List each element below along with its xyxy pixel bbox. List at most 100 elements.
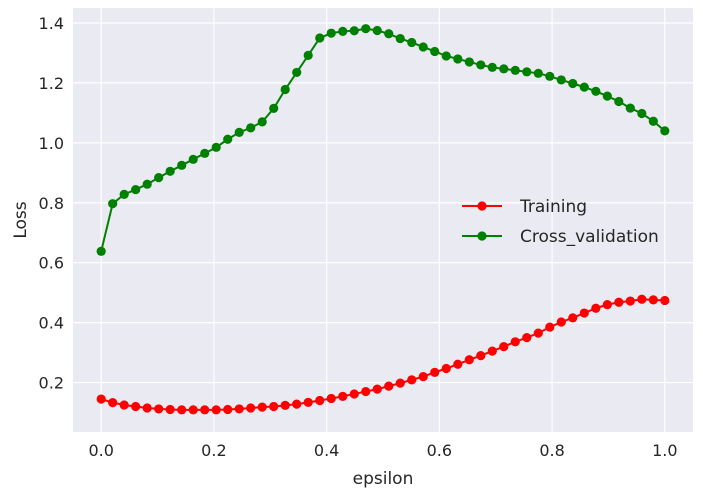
data-point [303, 397, 313, 407]
data-point [108, 398, 118, 408]
data-point [441, 363, 451, 374]
x-axis-title: epsilon [353, 469, 414, 489]
data-point [200, 405, 210, 415]
legend-label: Cross_validation [520, 227, 659, 247]
data-point [349, 26, 359, 36]
data-point [395, 33, 405, 44]
data-point [556, 75, 566, 85]
data-point [338, 391, 348, 401]
data-point [108, 199, 118, 209]
data-point [430, 367, 440, 377]
y-tick-label: 0.8 [39, 194, 64, 213]
data-point [533, 68, 543, 78]
y-tick-label: 0.4 [39, 314, 64, 333]
data-point [476, 60, 486, 70]
series-cross_validation [96, 24, 670, 256]
data-point [522, 67, 532, 77]
data-point [326, 393, 336, 404]
data-point [223, 404, 233, 415]
data-point [441, 51, 451, 61]
data-point [361, 386, 371, 397]
data-point [131, 184, 141, 195]
data-point [464, 57, 474, 67]
data-point [119, 400, 129, 410]
data-point [257, 402, 267, 412]
data-point [545, 322, 555, 332]
data-point [200, 148, 210, 158]
data-point [292, 399, 302, 409]
data-point [142, 179, 152, 189]
data-point [165, 166, 175, 176]
legend-item: Training [462, 197, 587, 217]
data-point [499, 64, 509, 74]
data-point [453, 359, 463, 369]
data-point [177, 405, 187, 415]
y-tick-label: 1.4 [39, 14, 64, 33]
data-point [372, 25, 382, 36]
data-point [280, 84, 290, 95]
data-point [648, 295, 658, 305]
data-point [303, 50, 313, 60]
series-lines [96, 24, 670, 415]
y-tick-label: 0.6 [39, 254, 64, 273]
data-point [487, 62, 497, 72]
data-point [568, 78, 578, 89]
data-point [418, 42, 428, 52]
data-point [269, 401, 279, 412]
x-tick-label: 0.0 [88, 441, 113, 460]
x-tick-label: 0.6 [427, 441, 452, 460]
data-point [211, 405, 221, 415]
data-point [533, 328, 543, 338]
data-point [625, 296, 635, 306]
data-point [131, 401, 141, 412]
legend-swatch-marker [477, 231, 487, 241]
data-point [246, 403, 256, 413]
data-point [119, 189, 129, 199]
data-point [648, 116, 658, 126]
plot-background [73, 8, 693, 432]
data-point [637, 294, 647, 304]
data-point [384, 29, 394, 39]
y-axis-ticks: 0.2 0.4 0.6 0.8 1.0 1.2 1.4 [39, 14, 64, 393]
data-point [315, 33, 325, 43]
data-point [407, 37, 417, 48]
data-point [326, 28, 336, 38]
data-point [188, 405, 198, 415]
grid [73, 8, 693, 432]
legend: Training Cross_validation [462, 197, 659, 247]
data-point [349, 389, 359, 399]
legend-item: Cross_validation [462, 227, 659, 247]
data-point [510, 65, 520, 75]
data-point [476, 350, 486, 361]
data-point [591, 303, 601, 313]
y-axis-title: Loss [11, 201, 31, 238]
data-point [246, 123, 256, 133]
data-point [280, 400, 290, 410]
data-point [234, 127, 244, 137]
legend-label: Training [519, 197, 587, 217]
data-point [315, 395, 325, 406]
data-point [430, 46, 440, 57]
y-tick-label: 1.2 [39, 74, 64, 93]
data-point [579, 82, 589, 92]
data-point [142, 403, 152, 413]
series-training [96, 294, 670, 415]
data-point [499, 342, 509, 352]
data-point [556, 317, 566, 327]
legend-swatch-marker [477, 201, 487, 211]
data-point [660, 126, 670, 136]
data-point [418, 371, 428, 382]
data-point [384, 381, 394, 391]
data-point [338, 26, 348, 36]
data-point [614, 297, 624, 307]
x-axis-ticks: 0.0 0.2 0.4 0.6 0.8 1.0 [88, 441, 677, 460]
data-point [223, 134, 233, 144]
data-point [154, 404, 164, 414]
data-point [188, 154, 198, 164]
y-tick-label: 1.0 [39, 134, 64, 153]
data-point [154, 173, 164, 183]
x-tick-label: 0.2 [201, 441, 226, 460]
data-point [211, 142, 221, 152]
data-point [407, 375, 417, 385]
